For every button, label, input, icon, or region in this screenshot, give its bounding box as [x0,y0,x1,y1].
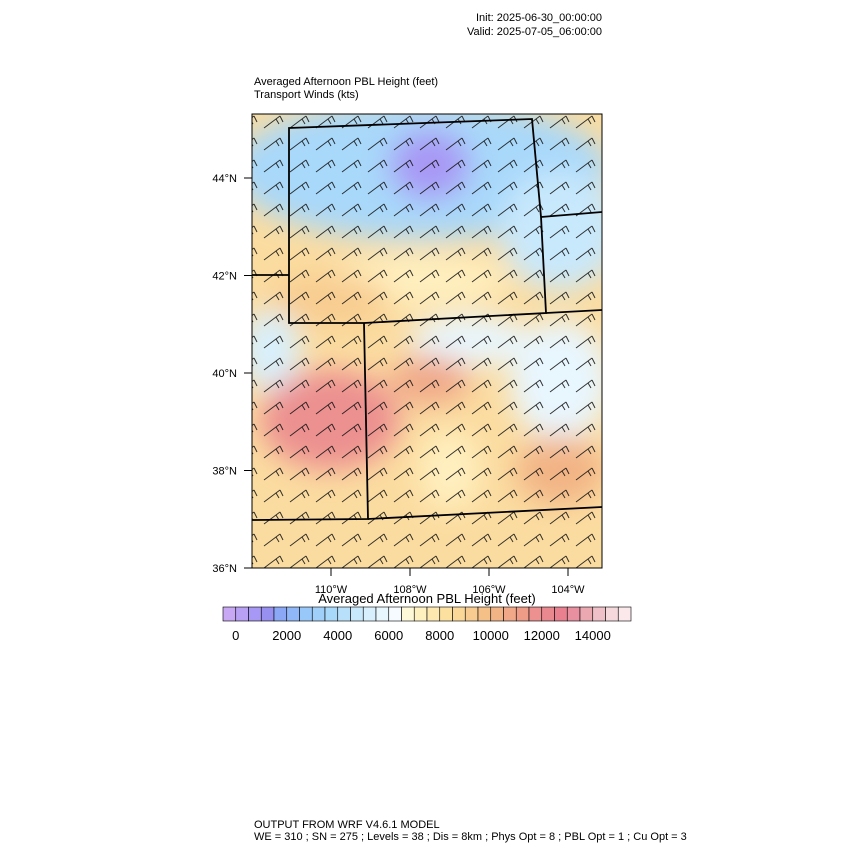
colorbar-box [401,606,415,622]
colorbar-tick-label: 14000 [575,628,611,643]
lat-labels: 44°N 42°N 40°N 38°N 36°N [212,173,252,575]
lat-label: 40°N [212,368,237,380]
colorbar-tick-label: 0 [232,628,239,643]
colorbar-box [579,606,594,622]
colorbar-tick-label: 10000 [473,628,509,643]
lon-label: 106°W [472,584,506,596]
colorbar-box [617,606,632,622]
map-title: Averaged Afternoon PBL Height (feet) [254,76,438,88]
lat-label: 44°N [212,173,237,185]
colorbar-box [273,606,288,622]
colorbar-box [222,606,237,622]
colorbar-box [299,606,313,622]
colorbar-box [375,606,390,622]
colorbar-box [311,606,326,622]
lon-label: 108°W [393,584,427,596]
map-frame [251,113,603,569]
lat-label: 38°N [212,466,237,478]
colorbar-box [592,606,606,622]
colorbar-title: Averaged Afternoon PBL Height (feet) [318,591,536,606]
lat-label: 42°N [212,271,237,283]
colorbar-box [260,606,275,622]
colorbar-box [324,606,339,622]
footer-line1: OUTPUT FROM WRF V4.6.1 MODEL [254,819,440,831]
colorbar-box [605,606,619,622]
colorbar-tick-label: 4000 [323,628,352,643]
colorbar-box [477,606,492,622]
colorbar-tick-label: 8000 [425,628,454,643]
colorbar-box [337,606,351,622]
colorbar-tick-label: 2000 [272,628,301,643]
colorbar: 0 2000 4000 6000 8000 10000 12000 14000 [222,606,632,643]
pbl-field [252,114,602,568]
colorbar-tick-label: 6000 [374,628,403,643]
colorbar-box [503,606,517,622]
footer-line2: WE = 310 ; SN = 275 ; Levels = 38 ; Dis … [254,831,687,843]
colorbar-box [464,606,479,622]
colorbar-box [541,606,555,622]
colorbar-box [528,606,543,622]
colorbar-tick-label: 12000 [524,628,560,643]
colorbar-box [452,606,466,622]
colorbar-box [235,606,249,622]
colorbar-box [248,606,262,622]
colorbar-box [490,606,504,622]
colorbar-box [362,606,377,622]
lon-labels: 110°W 108°W 106°W 104°W [315,568,585,596]
colorbar-box [426,606,441,622]
colorbar-box [413,606,428,622]
colorbar-box [286,606,300,622]
init-label: Init: 2025-06-30_00:00:00 [476,12,602,24]
map-subtitle: Transport Winds (kts) [254,89,359,101]
lat-label: 36°N [212,563,237,575]
valid-label: Valid: 2025-07-05_06:00:00 [467,26,602,38]
lon-label: 104°W [551,584,585,596]
colorbar-box [388,606,402,622]
lon-label: 110°W [315,584,348,596]
colorbar-box [554,606,568,622]
colorbar-box [439,606,453,622]
colorbar-box [350,606,364,622]
colorbar-box [515,606,530,622]
colorbar-box [566,606,581,622]
